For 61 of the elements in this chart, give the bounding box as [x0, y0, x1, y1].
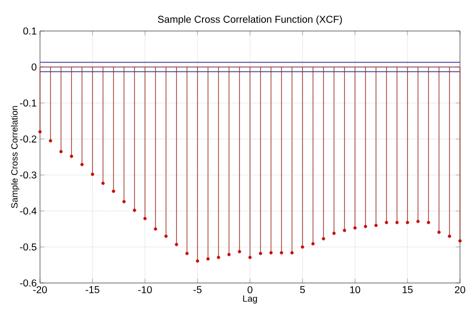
point [154, 227, 158, 231]
point [364, 224, 368, 228]
x-tick-label: -20 [33, 286, 47, 294]
point [90, 172, 94, 176]
point [227, 252, 231, 256]
point [216, 256, 220, 260]
point [80, 162, 84, 166]
chart-title: Sample Cross Correlation Function (XCF) [158, 15, 342, 25]
x-tick-label: -10 [138, 286, 152, 294]
point [332, 232, 336, 236]
point [258, 252, 262, 256]
y-tick-label: -0.3 [20, 171, 36, 179]
y-tick-label: -0.1 [20, 99, 36, 107]
y-axis-title: Sample Cross Correlation [10, 106, 20, 208]
y-tick-label: -0.2 [20, 135, 36, 143]
point [437, 230, 441, 234]
point [164, 234, 168, 238]
point [101, 182, 105, 185]
x-tick-label: 20 [454, 286, 466, 294]
point [206, 257, 210, 261]
point [300, 245, 304, 249]
point [269, 251, 273, 254]
point [248, 256, 252, 260]
point [384, 220, 388, 224]
point [353, 226, 357, 230]
point [70, 154, 74, 158]
point [374, 224, 378, 228]
point [122, 200, 126, 204]
x-tick-label: -5 [193, 286, 202, 294]
point [395, 220, 399, 224]
x-tick-label: 5 [300, 286, 305, 294]
x-tick-label: 0 [248, 286, 252, 294]
point [458, 239, 462, 243]
point [238, 250, 242, 254]
point [185, 252, 189, 256]
point [59, 150, 63, 154]
point [311, 242, 315, 246]
x-tick-label: -15 [86, 286, 100, 294]
point [112, 189, 116, 193]
point [342, 228, 346, 232]
point [143, 216, 147, 220]
point [406, 220, 410, 224]
point [196, 259, 200, 263]
point [426, 220, 430, 224]
point [290, 251, 294, 254]
y-tick-label: -0.6 [20, 279, 36, 287]
point [322, 237, 326, 240]
point [280, 251, 284, 254]
y-tick-label: 0.1 [23, 27, 36, 35]
x-axis-title: Lag [243, 295, 257, 304]
point [48, 139, 52, 142]
point [448, 234, 452, 238]
y-tick-label: -0.5 [20, 243, 36, 251]
y-tick-label: 0 [32, 63, 36, 71]
point [132, 208, 136, 212]
x-tick-label: 10 [350, 286, 360, 294]
point [416, 220, 420, 224]
point [174, 242, 178, 246]
y-tick-label: -0.4 [20, 207, 37, 215]
point [38, 130, 42, 134]
x-tick-label: 15 [402, 286, 413, 294]
